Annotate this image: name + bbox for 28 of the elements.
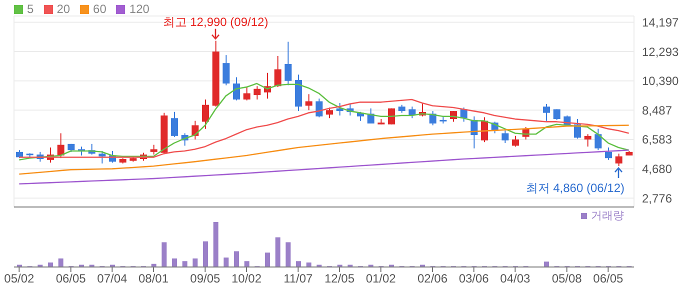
y-tick-label: 12,293 bbox=[642, 44, 680, 59]
x-tick-label: 05/08 bbox=[552, 272, 582, 286]
legend-label: 120 bbox=[129, 2, 150, 16]
x-tick-label: 10/02 bbox=[231, 272, 262, 286]
x-tick-label: 02/06 bbox=[417, 272, 448, 286]
y-tick-label: 8,487 bbox=[642, 103, 672, 118]
x-tick-label: 07/04 bbox=[97, 272, 128, 286]
y-tick-label: 4,680 bbox=[642, 162, 672, 176]
legend-label: 20 bbox=[56, 2, 70, 16]
legend-label: 60 bbox=[93, 2, 106, 16]
y-tick-label: 10,390 bbox=[642, 74, 680, 88]
x-tick-label: 03/06 bbox=[458, 272, 490, 286]
annotation: 최저 4,860 (06/12) bbox=[526, 181, 625, 196]
x-tick-label: 08/01 bbox=[138, 272, 169, 286]
y-tick-label: 14,197 bbox=[642, 15, 680, 30]
x-tick-label: 01/02 bbox=[366, 272, 396, 286]
x-tick-label: 12/05 bbox=[324, 272, 355, 286]
x-tick-label: 05/02 bbox=[4, 272, 35, 286]
x-tick-label: 04/03 bbox=[500, 272, 531, 286]
y-tick-label: 6,583 bbox=[642, 132, 672, 147]
y-tick-label: 2,776 bbox=[642, 191, 672, 206]
x-tick-label: 09/05 bbox=[190, 272, 221, 286]
x-tick-label: 06/05 bbox=[56, 272, 86, 286]
annotation: 최고 12,990 (09/12) bbox=[162, 14, 268, 29]
legend-label: 거래량 bbox=[591, 210, 624, 222]
x-tick-label: 06/05 bbox=[593, 272, 624, 286]
x-tick-label: 11/07 bbox=[284, 272, 314, 286]
legend-label: 5 bbox=[27, 2, 34, 16]
